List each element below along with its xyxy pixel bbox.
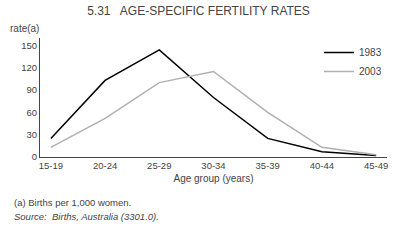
svg-text:2003: 2003 [359,66,382,77]
svg-text:150: 150 [21,40,37,51]
svg-text:20-24: 20-24 [93,160,117,171]
svg-text:60: 60 [27,107,38,118]
svg-text:45-49: 45-49 [364,160,388,171]
svg-text:120: 120 [21,62,37,73]
svg-text:Source: Births, Australia (33: Source: Births, Australia (3301.0). [14,211,159,222]
svg-text:rate(a): rate(a) [10,23,39,34]
svg-text:0: 0 [32,151,37,162]
svg-text:30: 30 [27,129,38,140]
svg-text:30-34: 30-34 [201,160,225,171]
svg-text:35-39: 35-39 [256,160,280,171]
svg-text:25-29: 25-29 [147,160,171,171]
svg-text:90: 90 [27,84,38,95]
svg-text:5.31 AGE-SPECIFIC FERTILITY: 5.31 AGE-SPECIFIC FERTILITY RATES [87,4,310,18]
svg-text:(a) Births per 1,000 women.: (a) Births per 1,000 women. [14,197,131,208]
svg-text:Age group (years): Age group (years) [173,173,253,184]
svg-text:15-19: 15-19 [39,160,63,171]
svg-text:40-44: 40-44 [310,160,334,171]
svg-text:1983: 1983 [359,47,382,58]
